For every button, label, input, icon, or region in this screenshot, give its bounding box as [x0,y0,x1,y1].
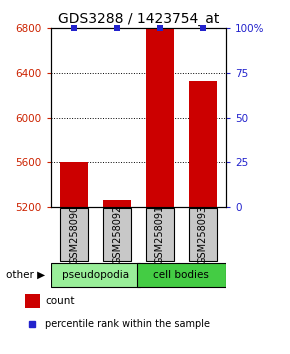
Text: cell bodies: cell bodies [153,270,209,280]
Bar [25,294,40,308]
Bar [137,263,226,287]
Bar [189,208,217,261]
Text: GSM258090: GSM258090 [69,205,79,264]
Bar [103,208,131,261]
Bar [60,208,88,261]
Bar [51,263,140,287]
Text: GSM258092: GSM258092 [112,205,122,264]
Bar [189,81,217,207]
Text: GSM258091: GSM258091 [155,205,165,264]
Text: other ▶: other ▶ [6,270,45,280]
Text: percentile rank within the sample: percentile rank within the sample [45,319,210,330]
Bar [146,28,174,207]
Text: GSM258093: GSM258093 [198,205,208,264]
Bar [103,200,131,207]
Text: pseudopodia: pseudopodia [62,270,129,280]
Title: GDS3288 / 1423754_at: GDS3288 / 1423754_at [58,12,219,26]
Bar [146,208,174,261]
Text: count: count [45,296,75,306]
Bar [60,162,88,207]
